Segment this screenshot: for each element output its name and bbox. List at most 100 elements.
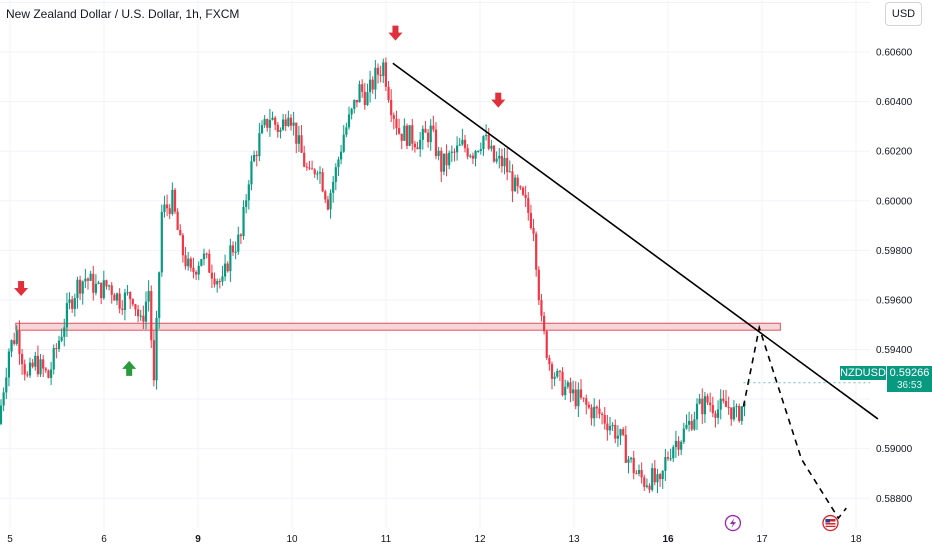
support-zone[interactable]: [15, 322, 781, 331]
down-arrow-icon[interactable]: [14, 280, 29, 296]
candle-body: [627, 459, 630, 463]
candle-body: [42, 359, 45, 369]
candle-body: [477, 150, 480, 152]
candle-body: [701, 398, 704, 415]
candle-body: [558, 370, 562, 372]
candle-body: [123, 292, 127, 310]
candle-body: [695, 403, 699, 420]
candle-body: [176, 211, 179, 230]
x-tick-label: 17: [756, 534, 768, 545]
candle-body: [643, 477, 646, 487]
candle-body: [76, 279, 79, 299]
candle-body: [434, 129, 438, 156]
candle-body: [279, 129, 282, 132]
candle-body: [342, 134, 345, 152]
flag-stripe: [825, 524, 836, 526]
candle-body: [598, 408, 601, 414]
candle-body: [355, 100, 359, 103]
candle-body: [669, 458, 672, 460]
candle-body: [735, 406, 738, 408]
candle-body: [300, 135, 303, 153]
candle-body: [110, 285, 113, 295]
candle-body: [192, 267, 195, 273]
candle-body: [329, 192, 332, 210]
candle-body: [118, 293, 121, 309]
candle-body: [577, 389, 580, 407]
down-arrow-icon[interactable]: [491, 92, 506, 108]
candle-body: [237, 234, 240, 252]
drawings[interactable]: [14, 25, 879, 532]
down-arrow-icon[interactable]: [388, 25, 403, 41]
candle-body: [445, 153, 448, 166]
candle-body: [542, 315, 546, 332]
candle-body: [561, 371, 564, 396]
candle-body: [179, 229, 182, 236]
candle-body: [200, 259, 203, 266]
flag-stripe: [825, 521, 836, 524]
candle-body: [226, 263, 229, 272]
currency-button[interactable]: USD: [885, 2, 922, 26]
support-resistance-zone[interactable]: [15, 322, 781, 331]
candle-body: [614, 424, 617, 439]
projection-path[interactable]: [742, 324, 847, 520]
candle-body: [52, 348, 55, 370]
candle-body: [197, 265, 200, 275]
candle-body: [5, 377, 8, 393]
candle-body: [276, 124, 279, 132]
candle-body: [158, 272, 161, 318]
candle-body: [724, 400, 728, 407]
candle-body: [532, 227, 535, 234]
candle-body: [252, 154, 256, 162]
candle-body: [26, 374, 29, 376]
candle-body: [105, 280, 108, 287]
candle-body: [57, 340, 61, 349]
candle-body: [281, 119, 285, 130]
candle-body: [519, 186, 522, 188]
candle-body: [508, 171, 511, 173]
candle-body: [390, 100, 393, 116]
candle-body: [656, 474, 659, 483]
candle-body: [693, 419, 696, 430]
candle-body: [181, 235, 185, 256]
candle-body: [537, 269, 540, 301]
candle-body: [208, 253, 211, 273]
candle-body: [368, 79, 372, 93]
trend-line[interactable]: [392, 62, 879, 420]
candle-body: [44, 368, 47, 371]
candle-body: [714, 413, 717, 418]
candle-body: [250, 161, 253, 185]
candle-body: [690, 421, 693, 430]
candle-body: [661, 470, 664, 480]
candle-body: [411, 125, 414, 144]
candle-body: [548, 357, 551, 365]
candle-body: [321, 172, 324, 192]
candle-body: [36, 355, 40, 375]
candle-body: [387, 86, 390, 101]
candle-body: [258, 133, 261, 157]
chart-title: New Zealand Dollar / U.S. Dollar, 1h, FX…: [6, 7, 240, 21]
candle-body: [0, 405, 3, 424]
candle-body: [34, 355, 37, 367]
candle-body: [173, 189, 177, 212]
up-arrow-icon[interactable]: [122, 360, 137, 376]
candle-body: [651, 468, 654, 490]
candle-body: [637, 469, 641, 474]
bar-countdown: 36:53: [887, 380, 932, 392]
candle-body: [405, 125, 409, 146]
lightning-icon: [729, 518, 736, 529]
candle-body: [703, 396, 707, 415]
candle-body: [71, 299, 74, 309]
candle-body: [160, 211, 163, 273]
candle-body: [397, 128, 401, 134]
candle-body: [139, 315, 142, 317]
candle-body: [666, 457, 670, 459]
candle-body: [84, 278, 87, 282]
candle-body: [210, 272, 214, 279]
candle-body: [682, 428, 685, 442]
candle-body: [487, 134, 490, 149]
candle-body: [482, 136, 485, 150]
candle-body: [529, 212, 533, 228]
candle-body: [469, 155, 472, 157]
